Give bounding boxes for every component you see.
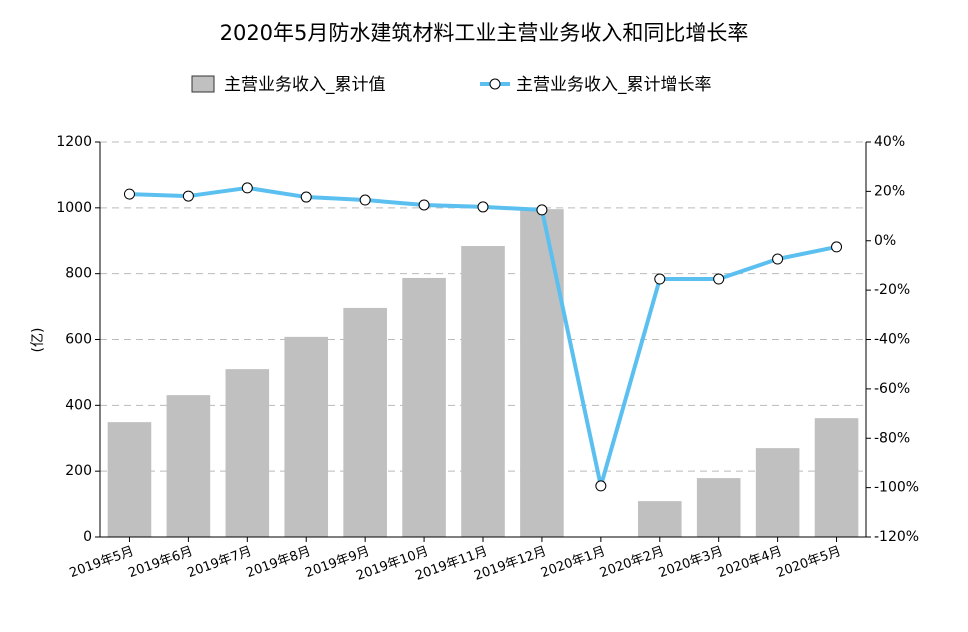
legend-label: 主营业务收入_累计增长率 — [516, 75, 712, 95]
x-tick-label: 2020年2月 — [598, 544, 666, 581]
line-point — [359, 194, 371, 206]
legend-label: 主营业务收入_累计值 — [224, 75, 386, 95]
x-tick-label: 2019年5月 — [68, 544, 136, 581]
y-tick-label: 800 — [65, 266, 92, 282]
y2-tick-label: -100% — [874, 480, 919, 496]
y-tick-label: 200 — [65, 463, 92, 479]
bar — [637, 501, 682, 537]
y2-tick-label: -120% — [874, 529, 919, 545]
y2-tick-label: -20% — [874, 282, 910, 298]
chart-title: 2020年5月防水建筑材料工业主营业务收入和同比增长率 — [220, 21, 749, 45]
bar — [107, 422, 152, 537]
y2-tick-label: 0% — [874, 233, 896, 249]
line-point — [477, 201, 489, 213]
y-tick-label: 600 — [65, 332, 92, 348]
line-point — [536, 204, 548, 216]
y2-tick-label: 40% — [874, 134, 905, 150]
legend-swatch — [191, 75, 215, 93]
bar — [755, 448, 800, 537]
line-point — [831, 241, 843, 253]
line-point — [772, 253, 784, 265]
y-tick-label: 1000 — [56, 200, 92, 216]
y-axis-label: (亿) — [30, 328, 46, 353]
x-tick-label: 2020年1月 — [539, 544, 607, 581]
y-tick-label: 1200 — [56, 134, 92, 150]
x-tick-label: 2019年7月 — [185, 544, 253, 581]
bar — [284, 336, 329, 537]
bar — [520, 209, 564, 537]
line-point — [182, 190, 194, 202]
y-tick-label: 0 — [83, 529, 92, 545]
line-point — [713, 273, 725, 285]
line-point — [241, 182, 253, 194]
bar — [402, 277, 446, 537]
bar — [343, 307, 387, 537]
line-point — [123, 188, 135, 200]
bar — [696, 478, 741, 537]
line-point — [300, 191, 312, 203]
y-tick-label: 400 — [65, 397, 92, 413]
y2-tick-label: -60% — [874, 381, 910, 397]
y2-tick-label: -40% — [874, 332, 910, 348]
line-point — [654, 273, 666, 285]
y2-tick-label: 20% — [874, 183, 905, 199]
y2-tick-label: -80% — [874, 430, 910, 446]
x-tick-label: 2019年6月 — [127, 544, 195, 581]
bar — [814, 418, 859, 537]
line-point — [418, 199, 430, 211]
x-tick-label: 2020年4月 — [716, 544, 784, 581]
bar — [166, 395, 211, 537]
legend-swatch — [489, 78, 501, 90]
x-tick-label: 2020年5月 — [775, 544, 843, 581]
bar — [461, 246, 505, 537]
line-point — [595, 480, 607, 492]
x-tick-label: 2020年3月 — [657, 544, 725, 581]
x-tick-label: 2019年8月 — [244, 544, 312, 581]
bar — [225, 369, 270, 537]
